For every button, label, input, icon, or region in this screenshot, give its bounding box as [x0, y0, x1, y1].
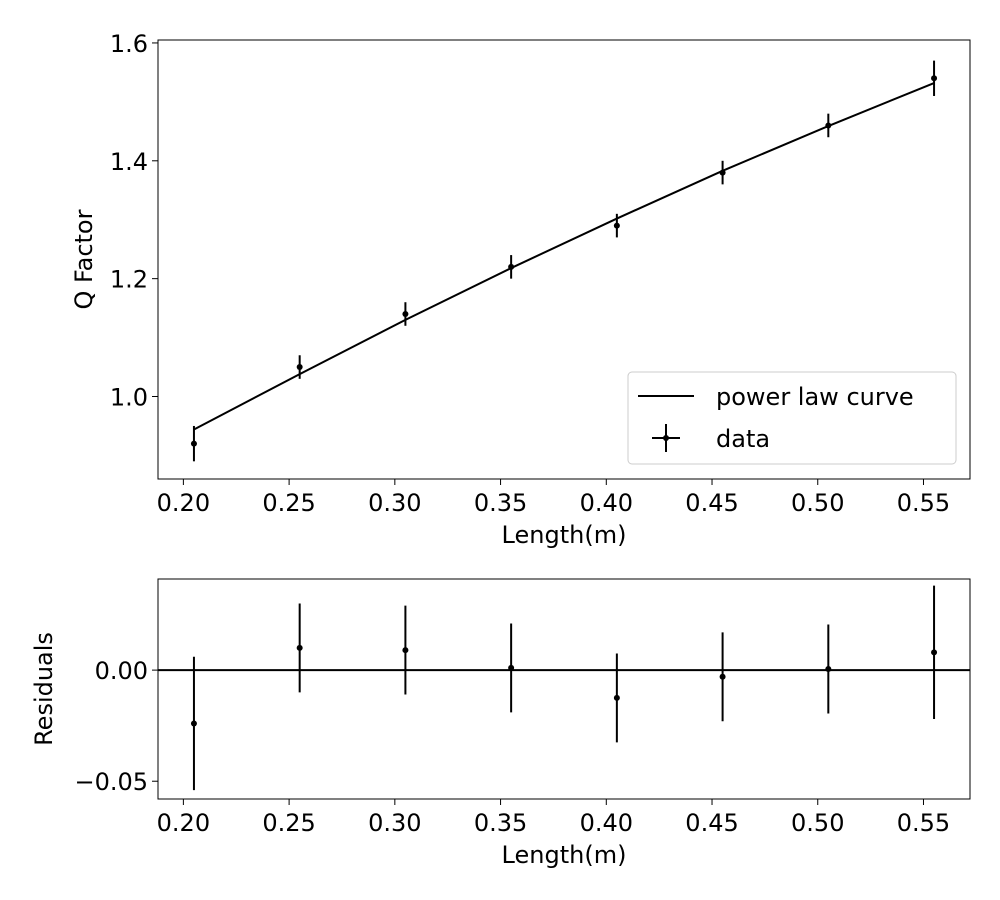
q-factor-y-axis-label: Q Factor: [70, 209, 98, 309]
data-point: [931, 649, 938, 656]
y-tick-label: 1.6: [110, 30, 148, 58]
x-tick-label: 0.20: [157, 809, 210, 837]
x-tick-label: 0.30: [368, 809, 421, 837]
residuals-axes-frame: [157, 578, 971, 800]
data-point: [190, 720, 197, 727]
legend-entry-data: data: [716, 425, 770, 453]
data-point: [613, 222, 620, 229]
data-point: [190, 440, 197, 447]
y-tick-label: 0.00: [95, 657, 148, 685]
x-tick-label: 0.20: [157, 489, 210, 517]
legend-box: [627, 371, 957, 465]
y-tick-label: 1.4: [110, 148, 148, 176]
data-point: [402, 647, 409, 654]
q-factor-plot-marks: [190, 60, 938, 462]
data-point: [296, 644, 303, 651]
x-tick-label: 0.50: [791, 809, 844, 837]
x-tick-label: 0.45: [685, 809, 738, 837]
q-factor-panel: 0.20 0.25 0.30 0.35 0.40 0.45 0.50 0.55 1.01.21…: [70, 30, 971, 549]
x-tick-label: 0.55: [897, 489, 950, 517]
residuals-x-axis-label: Length(m): [502, 841, 627, 869]
q-factor-axes-frame: [157, 39, 971, 480]
data-point: [508, 664, 515, 671]
legend-errorbar-sample: [652, 424, 680, 452]
data-point: [825, 122, 832, 129]
data-point: [931, 75, 938, 82]
data-point: [719, 169, 726, 176]
power-law-curve-line: [193, 82, 935, 431]
data-point: [825, 666, 832, 672]
legend: power law curve data: [627, 371, 957, 465]
x-tick-label: 0.35: [474, 489, 527, 517]
x-tick-label: 0.40: [580, 489, 633, 517]
x-tick-label: 0.25: [262, 489, 315, 517]
x-tick-label: 0.30: [368, 489, 421, 517]
data-point: [402, 311, 409, 318]
residuals-y-ticks: −0.05 0.00: [74, 657, 158, 796]
data-point: [719, 673, 726, 680]
x-tick-label: 0.35: [474, 809, 527, 837]
q-factor-x-axis-label: Length(m): [502, 521, 627, 549]
data-point: [296, 364, 303, 371]
x-tick-label: 0.50: [791, 489, 844, 517]
x-tick-label: 0.55: [897, 809, 950, 837]
residuals-plot-marks: [158, 585, 970, 791]
residuals-y-axis-label: Residuals: [30, 632, 58, 746]
residuals-panel: 0.20 0.25 0.30 0.35 0.40 0.45 0.50 0.55 −0.05 0.…: [30, 578, 971, 869]
y-tick-label: 1.0: [110, 384, 148, 412]
y-tick-label: −0.05: [74, 768, 148, 796]
legend-errorbar-point: [663, 435, 669, 441]
y-tick-label: 1.2: [110, 266, 148, 294]
legend-entry-power-law-curve: power law curve: [716, 383, 914, 411]
residuals-x-ticks: 0.20 0.25 0.30 0.35 0.40 0.45 0.50 0.55: [157, 799, 950, 837]
q-factor-x-ticks: 0.20 0.25 0.30 0.35 0.40 0.45 0.50 0.55: [157, 479, 950, 517]
q-factor-y-ticks: 1.0 1.2 1.4 1.6: [110, 30, 158, 412]
x-tick-label: 0.45: [685, 489, 738, 517]
x-tick-label: 0.25: [262, 809, 315, 837]
data-point: [613, 694, 620, 701]
data-point: [508, 263, 515, 270]
x-tick-label: 0.40: [580, 809, 633, 837]
